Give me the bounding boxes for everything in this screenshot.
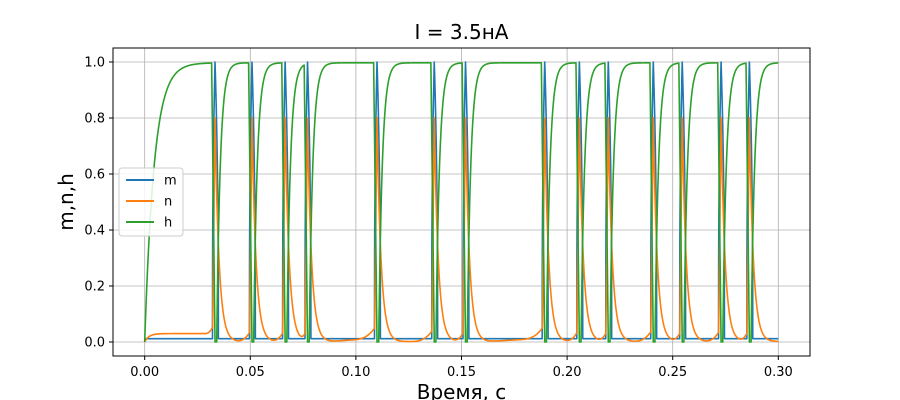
x-axis-label: Время, с (417, 380, 507, 400)
series-line-h (143, 62, 780, 343)
x-tick-label: 0.10 (341, 365, 370, 380)
y-tick-label: 0.2 (84, 280, 105, 295)
x-tick-label: 0.00 (130, 365, 159, 380)
chart-title: I = 3.5нA (415, 20, 509, 44)
y-axis-label: m,n,h (54, 173, 78, 231)
y-tick-label: 0.8 (84, 112, 105, 127)
y-tick-label: 0.4 (84, 224, 105, 239)
x-tick-label: 0.05 (236, 365, 265, 380)
legend-label-n: n (164, 195, 172, 210)
ticks: 0.00 0.05 0.10 0.15 0.20 0.25 0.30 0.0 0.2 0.4 0.6… (84, 56, 792, 381)
x-tick-label: 0.15 (447, 365, 476, 380)
legend-label-h: h (164, 216, 172, 231)
x-tick-label: 0.25 (658, 365, 687, 380)
legend-label-m: m (164, 174, 177, 189)
y-tick-label: 0.0 (84, 336, 105, 351)
grid (113, 48, 810, 356)
x-tick-label: 0.20 (553, 365, 582, 380)
x-tick-label: 0.30 (764, 365, 793, 380)
y-tick-label: 0.6 (84, 168, 105, 183)
series-layer (143, 61, 780, 343)
y-tick-label: 1.0 (84, 56, 105, 71)
legend: mnh (118, 167, 184, 237)
